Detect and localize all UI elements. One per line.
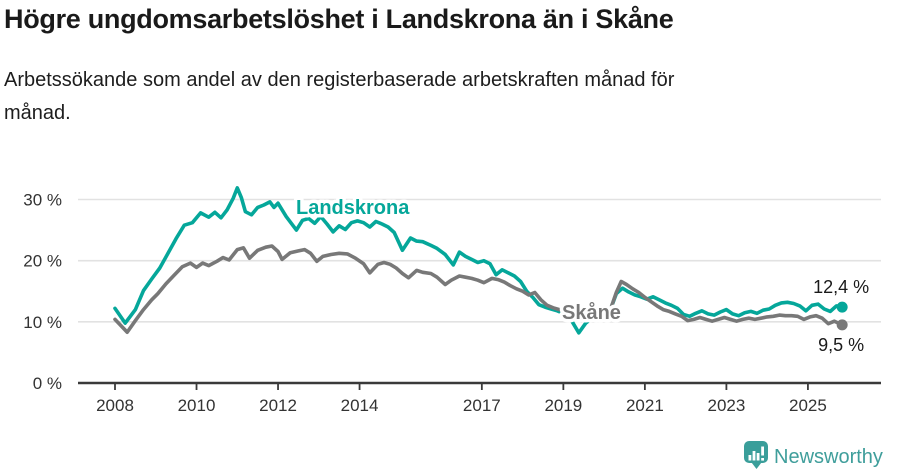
- end-value-label-landskrona: 12,4 %: [813, 277, 869, 297]
- series-label-skåne: Skåne: [562, 301, 621, 324]
- newsworthy-bubble-bar-chart-icon: [744, 441, 768, 469]
- x-axis-label-2023: 2023: [707, 396, 745, 415]
- series-line-skåne: [113, 244, 845, 335]
- end-value-label-skåne: 9,5 %: [818, 335, 864, 355]
- y-axis-label-0: 0 %: [33, 374, 62, 393]
- x-axis-label-2019: 2019: [544, 396, 582, 415]
- x-axis-label-2012: 2012: [259, 396, 297, 415]
- subtitle-line-1: Arbetssökande som andel av den registerb…: [4, 69, 675, 91]
- x-axis-label-2014: 2014: [341, 396, 379, 415]
- y-axis-label-30: 30 %: [23, 190, 62, 209]
- series-line-landskrona: [113, 186, 845, 335]
- x-axis-label-2010: 2010: [178, 396, 216, 415]
- series-end-dot-skåne: [836, 319, 848, 331]
- y-axis-label-20: 20 %: [23, 252, 62, 271]
- series-end-dot-landskrona: [836, 301, 848, 313]
- newsworthy-brand-name: Newsworthy: [774, 446, 883, 468]
- x-axis-label-2021: 2021: [626, 396, 664, 415]
- x-axis-label-2017: 2017: [463, 396, 501, 415]
- page-title: Högre ungdomsarbetslöshet i Landskrona ä…: [4, 4, 674, 34]
- y-axis-label-10: 10 %: [23, 313, 62, 332]
- chart-subtitle: Arbetssökande som andel av den registerb…: [4, 64, 864, 130]
- x-axis-label-2008: 2008: [96, 396, 134, 415]
- subtitle-line-2: månad.: [4, 102, 71, 124]
- series-label-landskrona: Landskrona: [296, 197, 410, 219]
- x-axis-label-2025: 2025: [789, 396, 827, 415]
- newsworthy-logo: Newsworthy: [744, 441, 883, 469]
